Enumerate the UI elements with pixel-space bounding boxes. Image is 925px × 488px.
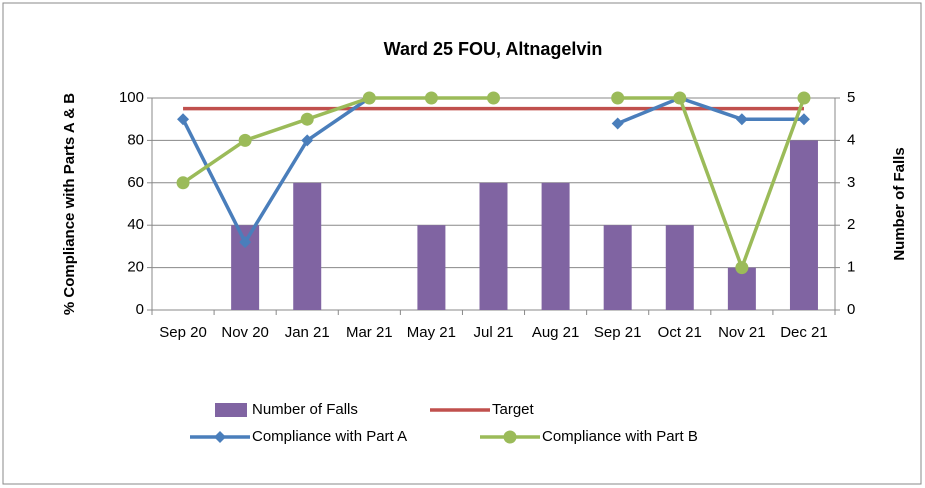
chart-title: Ward 25 FOU, Altnagelvin xyxy=(384,39,603,59)
bar xyxy=(293,182,322,310)
legend-label: Number of Falls xyxy=(252,401,358,418)
x-tick-label: Aug 21 xyxy=(532,324,580,341)
bar xyxy=(417,225,446,310)
point xyxy=(238,133,252,147)
legend-swatch xyxy=(215,403,247,417)
point xyxy=(300,112,314,126)
y2-tick-label: 0 xyxy=(847,301,855,318)
x-tick-label: Nov 21 xyxy=(718,324,766,341)
x-tick-label: Nov 20 xyxy=(221,324,269,341)
legend-label: Compliance with Part B xyxy=(542,428,698,445)
point xyxy=(735,261,749,275)
y-tick-label: 80 xyxy=(127,131,144,148)
point xyxy=(487,91,500,105)
bar xyxy=(479,182,508,310)
legend-marker xyxy=(503,430,517,444)
y2-axis-title: Number of Falls xyxy=(891,147,908,260)
x-tick-label: Dec 21 xyxy=(780,324,828,341)
bar xyxy=(603,225,632,310)
y2-tick-label: 3 xyxy=(847,174,855,191)
point xyxy=(797,91,811,105)
legend-label: Compliance with Part A xyxy=(252,428,407,445)
x-tick-label: Jul 21 xyxy=(473,324,513,341)
point xyxy=(611,117,624,130)
x-tick-label: Sep 21 xyxy=(594,324,642,341)
y-tick-label: 100 xyxy=(119,89,144,106)
y2-tick-label: 1 xyxy=(847,259,855,276)
bar xyxy=(665,225,694,310)
y-tick-label: 20 xyxy=(127,259,144,276)
x-tick-label: May 21 xyxy=(407,324,456,341)
bar xyxy=(789,140,818,310)
point xyxy=(301,134,314,147)
point xyxy=(239,236,252,249)
y2-tick-label: 4 xyxy=(847,131,855,148)
y-tick-label: 60 xyxy=(127,174,144,191)
point xyxy=(177,113,190,126)
y-tick-label: 40 xyxy=(127,216,144,233)
point xyxy=(176,176,190,190)
y2-tick-label: 5 xyxy=(847,89,855,106)
x-tick-label: Sep 20 xyxy=(159,324,207,341)
bar xyxy=(727,267,756,310)
y2-tick-label: 2 xyxy=(847,216,855,233)
x-tick-label: Jan 21 xyxy=(285,324,330,341)
legend-marker xyxy=(214,431,226,443)
y-tick-label: 0 xyxy=(136,301,144,318)
point xyxy=(735,113,748,126)
line xyxy=(182,96,806,270)
line xyxy=(181,96,804,244)
point xyxy=(797,113,810,126)
legend-label: Target xyxy=(492,401,535,418)
y-axis-title: % Compliance with Parts A & B xyxy=(61,93,78,315)
point xyxy=(424,91,438,105)
x-tick-label: Oct 21 xyxy=(658,324,702,341)
point xyxy=(673,91,687,105)
bar xyxy=(541,182,570,310)
point xyxy=(611,91,625,105)
x-tick-label: Mar 21 xyxy=(346,324,393,341)
point xyxy=(362,91,376,105)
